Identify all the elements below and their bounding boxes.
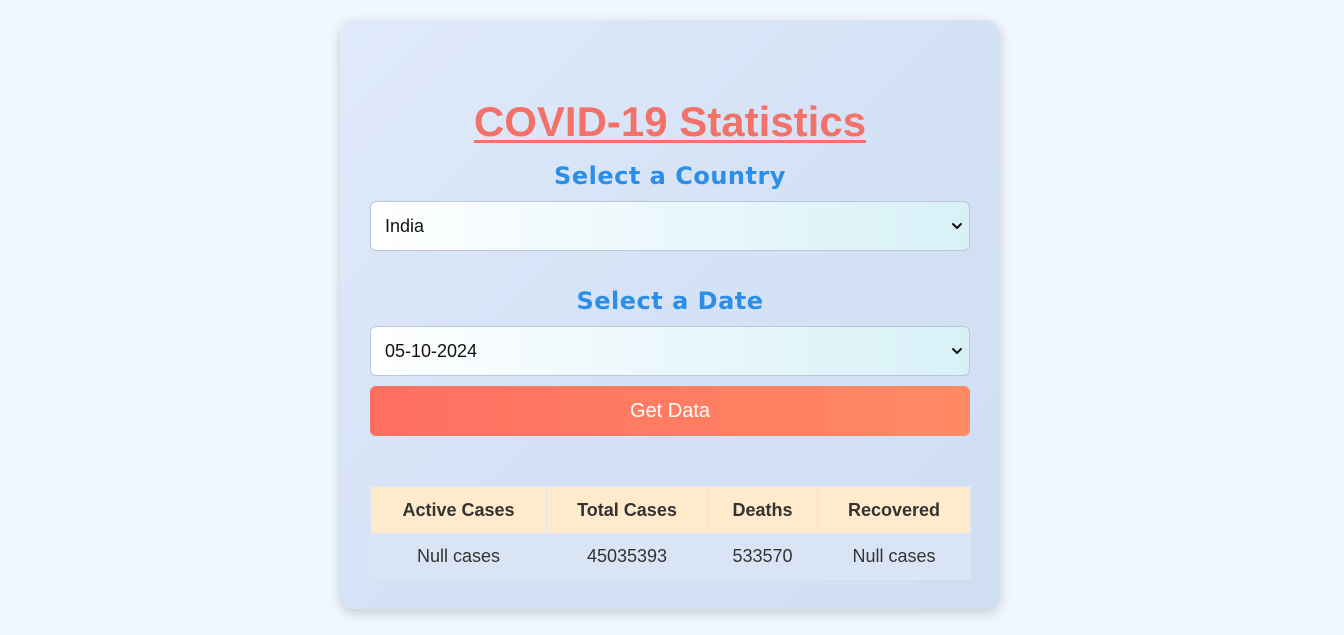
- date-select-value: 05-10-2024: [385, 340, 478, 361]
- date-select[interactable]: 05-10-2024: [370, 326, 970, 376]
- date-label: Select a Date: [576, 287, 764, 315]
- header-total-cases: Total Cases: [546, 486, 708, 534]
- header-active-cases: Active Cases: [370, 486, 547, 534]
- table-row: Null cases 45035393 533570 Null cases: [370, 533, 971, 580]
- cell-recovered: Null cases: [817, 533, 971, 580]
- country-select-value: India: [385, 215, 425, 236]
- chevron-down-icon: [952, 348, 962, 354]
- header-deaths: Deaths: [707, 486, 818, 534]
- country-select[interactable]: India: [370, 201, 970, 251]
- stats-table: Active Cases Total Cases Deaths Recovere…: [370, 486, 971, 580]
- page-title: COVID-19 Statistics: [473, 98, 867, 145]
- cell-deaths: 533570: [707, 533, 818, 580]
- cell-active-cases: Null cases: [370, 533, 547, 580]
- stats-card: COVID-19 Statistics Select a Country Ind…: [340, 20, 1000, 609]
- country-label: Select a Country: [554, 162, 786, 190]
- cell-total-cases: 45035393: [546, 533, 708, 580]
- get-data-button[interactable]: Get Data: [370, 386, 970, 436]
- header-recovered: Recovered: [817, 486, 971, 534]
- table-header-row: Active Cases Total Cases Deaths Recovere…: [370, 486, 971, 534]
- chevron-down-icon: [952, 223, 962, 229]
